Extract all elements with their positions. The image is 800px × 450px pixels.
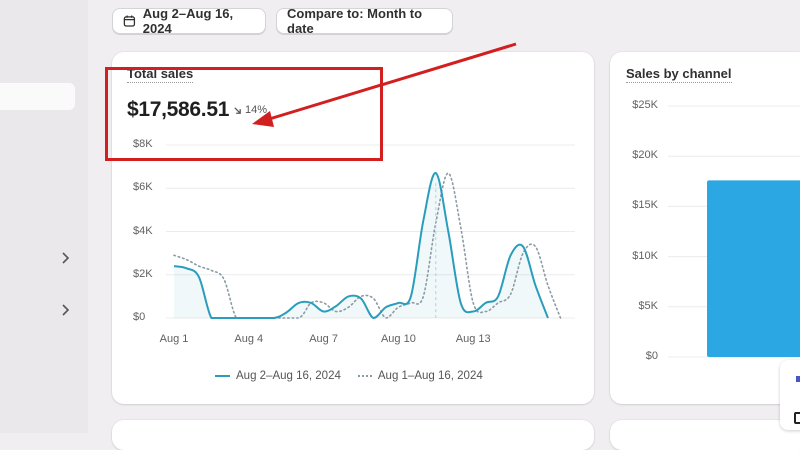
total-sales-value: $17,586.51 xyxy=(127,98,230,121)
legend-swatch-dotted xyxy=(357,375,372,377)
x-axis-tick-label: Aug 4 xyxy=(234,333,264,345)
x-axis-tick-label: Aug 10 xyxy=(380,333,416,345)
legend-label-previous: Aug 1–Aug 16, 2024 xyxy=(377,370,483,382)
arrow-down-right-icon xyxy=(234,106,241,114)
x-axis-tick-label: Aug 7 xyxy=(309,333,338,345)
chevron-right-icon[interactable] xyxy=(58,303,72,317)
series-area-current xyxy=(174,173,548,318)
chevron-right-icon[interactable] xyxy=(58,251,72,265)
calendar-icon xyxy=(123,15,136,27)
y-axis-tick-label: $2K xyxy=(133,267,153,280)
widget-icon xyxy=(796,376,800,382)
chart-legend: Aug 2–Aug 16, 2024 Aug 1–Aug 16, 2024 xyxy=(215,370,500,382)
legend-item-previous[interactable]: Aug 1–Aug 16, 2024 xyxy=(357,370,483,382)
sales-by-channel-title[interactable]: Sales by channel xyxy=(626,66,732,83)
y-axis-tick-label: $6K xyxy=(133,181,153,194)
y-axis-tick-label: $4K xyxy=(133,224,153,237)
date-range-label: Aug 2–Aug 16, 2024 xyxy=(142,6,234,36)
legend-swatch-solid xyxy=(215,375,230,377)
legend-item-current[interactable]: Aug 2–Aug 16, 2024 xyxy=(215,370,341,382)
channel-bar xyxy=(707,180,800,357)
left-navigation-rail xyxy=(0,0,88,433)
y-axis-tick-label: $0 xyxy=(645,350,658,362)
y-axis-tick-label: $10K xyxy=(632,249,658,262)
date-range-button[interactable]: Aug 2–Aug 16, 2024 xyxy=(112,6,266,36)
y-axis-tick-label: $20K xyxy=(632,149,658,162)
legend-label-current: Aug 2–Aug 16, 2024 xyxy=(236,370,341,382)
y-axis-tick-label: $0 xyxy=(133,311,146,323)
y-axis-tick-label: $8K xyxy=(133,138,153,150)
widget-icon xyxy=(794,412,800,424)
nav-item-active[interactable] xyxy=(0,83,75,110)
sales-charts-canvas xyxy=(166,105,800,358)
x-axis-tick-label: Aug 1 xyxy=(159,333,189,345)
floating-side-widget[interactable] xyxy=(780,360,800,430)
compare-to-label: Compare to: Month to date xyxy=(287,6,423,36)
y-axis-tick-label: $25K xyxy=(632,99,658,111)
y-axis-tick-label: $5K xyxy=(638,299,658,312)
y-axis-tick-label: $15K xyxy=(632,199,658,212)
x-axis-tick-label: Aug 13 xyxy=(455,333,491,345)
compare-to-button[interactable]: Compare to: Month to date xyxy=(276,6,453,36)
series-line-current xyxy=(173,172,549,320)
